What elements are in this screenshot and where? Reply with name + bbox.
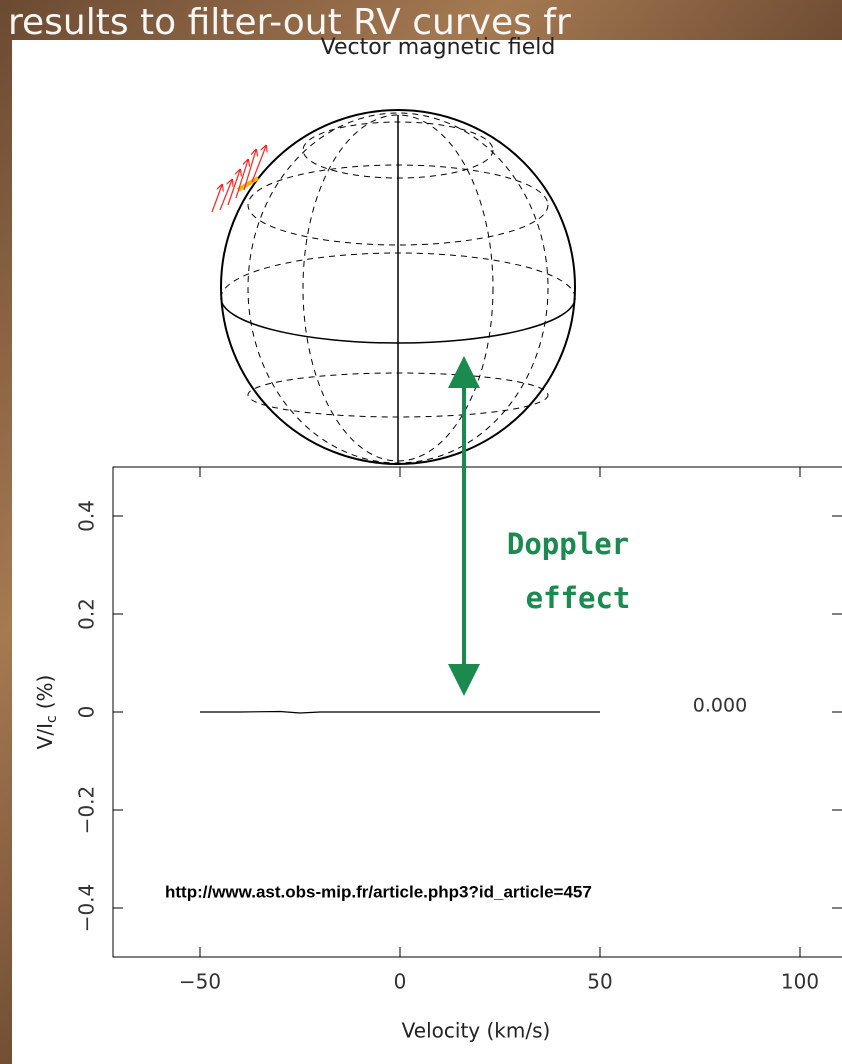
y-axis-label-part: c — [44, 715, 60, 723]
source-url: http://www.ast.obs-mip.fr/article.php3?i… — [165, 882, 592, 901]
x-axis-label: Velocity (km/s) — [402, 1019, 551, 1043]
y-axis-label-part: V/I — [33, 723, 57, 749]
x-tick-label: −50 — [179, 970, 221, 994]
figure-panel — [12, 40, 842, 1064]
y-tick-label: 0.2 — [75, 598, 99, 630]
y-tick-label: −0.2 — [75, 786, 99, 835]
y-tick-label: 0.4 — [75, 500, 99, 532]
x-tick-label: 50 — [587, 970, 612, 994]
slide: Vector magnetic field −50050100−0.4−0.20… — [0, 0, 842, 1064]
slide-banner: results to filter-out RV curves fr — [8, 2, 571, 43]
y-tick-label: −0.4 — [75, 884, 99, 933]
page: Vector magnetic field −50050100−0.4−0.20… — [0, 0, 842, 1064]
phase-label: 0.000 — [693, 695, 747, 717]
x-tick-label: 100 — [781, 970, 819, 994]
x-tick-label: 0 — [394, 970, 407, 994]
y-tick-label: 0 — [75, 706, 99, 719]
y-axis-label-part: (%) — [33, 675, 57, 710]
